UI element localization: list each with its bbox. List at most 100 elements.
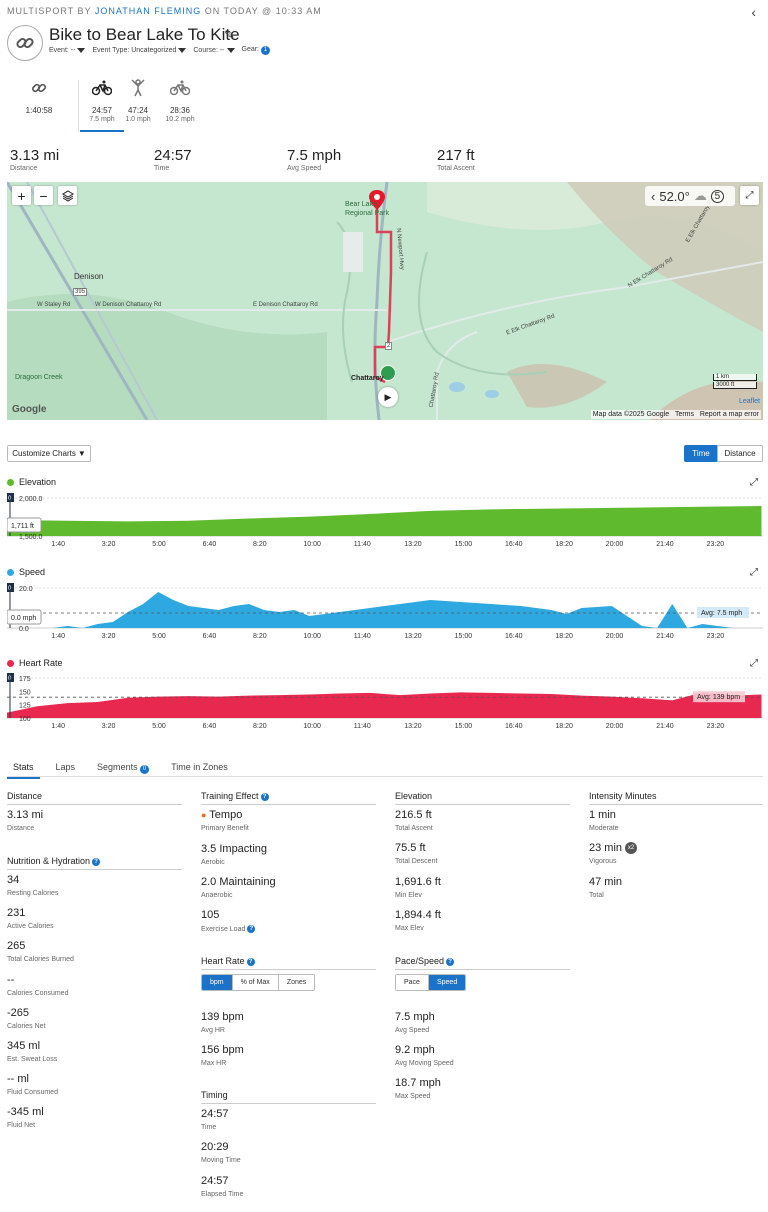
stat-label: Avg Speed	[395, 1027, 430, 1034]
leg-bike-1[interactable]: 24:57 7.5 mph	[80, 78, 124, 132]
leg-other[interactable]: 47:24 1.0 mph	[116, 78, 160, 132]
hr-bpm-button[interactable]: bpm	[202, 975, 233, 990]
info-icon[interactable]: ?	[246, 957, 255, 966]
leg-speed: 10.2 mph	[165, 116, 195, 123]
stat-value: 156 bpm	[201, 1044, 244, 1056]
zoom-out-button[interactable]: −	[34, 186, 53, 205]
start-marker-icon[interactable]	[380, 365, 396, 381]
x-tick-label: 5:00	[152, 541, 166, 548]
expand-hr-icon[interactable]: ⤢	[750, 658, 758, 669]
leg-speed: 1.0 mph	[125, 116, 151, 123]
x-tick-label: 18:20	[555, 633, 573, 640]
event-dropdown[interactable]: Event: --	[49, 47, 86, 54]
x-tick-label: 10:00	[303, 633, 321, 640]
stat-value: 47 min	[589, 876, 623, 888]
toggle-time-button[interactable]: Time	[684, 445, 718, 462]
series-area	[7, 692, 762, 718]
expand-speed-icon[interactable]: ⤢	[750, 567, 758, 578]
map-label-park: Bear Lake Regional Park	[345, 201, 389, 217]
stat-value: 3.13 mi	[7, 809, 44, 821]
heart-rate-chart[interactable]: Avg: 139 bpm 175 150 125 100 1:40 3:20 5:00 6:40…	[7, 672, 763, 730]
leaflet-link[interactable]: Leaflet	[738, 398, 760, 405]
caret-down-icon	[226, 47, 235, 53]
info-icon[interactable]: ?	[92, 857, 101, 866]
info-icon[interactable]: ?	[247, 925, 256, 933]
tabs-divider	[7, 776, 763, 777]
x-tick-label: 10:00	[303, 723, 321, 730]
wind-icon: 5	[710, 189, 724, 203]
x-tick-label: 21:40	[656, 633, 674, 640]
route-line	[373, 204, 393, 384]
stats-tabs: Stats Laps Segments 0 Time in Zones	[7, 760, 234, 779]
stat-label: Time	[201, 1124, 217, 1131]
weather-widget[interactable]: ‹ 52.0° ☁ 5	[645, 186, 735, 206]
tab-segments[interactable]: Segments 0	[91, 760, 155, 779]
speed-button[interactable]: Speed	[428, 975, 466, 990]
collapse-chevron-icon[interactable]: ‹	[751, 4, 756, 20]
stat-label: Total Ascent	[395, 825, 433, 832]
activity-title[interactable]: Bike to Bear Lake To Kite	[49, 25, 240, 44]
leg-multisport[interactable]: 1:40:58	[17, 78, 61, 132]
summary-time-value: 24:57	[154, 147, 192, 164]
stat-value: -- ml	[7, 1073, 29, 1085]
stat-value: 1 min	[589, 809, 616, 821]
y-tick-label: 125	[19, 703, 31, 710]
map-pin-icon[interactable]	[369, 190, 385, 210]
avg-label-bg	[697, 607, 749, 618]
stat-label: Est. Sweat Loss	[7, 1056, 58, 1063]
stat-label: Avg HR	[201, 1027, 225, 1034]
speed-chart[interactable]: Avg: 7.5 mph 20.0 0.0 1:40 3:20 5:00 6:40 8:20 1…	[7, 582, 763, 640]
x-tick-label: 6:40	[203, 723, 217, 730]
hr-percent-max-button[interactable]: % of Max	[232, 975, 279, 990]
tooltip-text: 1,711 ft	[11, 523, 34, 530]
stat-value: 231	[7, 907, 26, 919]
tab-stats[interactable]: Stats	[7, 760, 40, 779]
map-label-hwy2: 2	[385, 342, 393, 350]
pace-button[interactable]: Pace	[396, 975, 429, 990]
x-tick-label: 20:00	[606, 723, 624, 730]
map-label-staley: W Staley Rd	[37, 302, 71, 308]
customize-charts-button[interactable]: Customize Charts ▼	[7, 445, 91, 462]
y-tick-label: 150	[19, 689, 31, 696]
stat-value: 75.5 ft	[395, 842, 426, 854]
author-link[interactable]: JONATHAN FLEMING	[94, 6, 202, 16]
stat-value: 7.5 mph	[395, 1011, 435, 1023]
legs-divider	[78, 80, 79, 132]
zoom-in-button[interactable]: +	[12, 186, 31, 205]
fullscreen-icon[interactable]: ⤢	[740, 186, 759, 205]
scale-km: 1 km	[713, 374, 757, 381]
gear-count-badge: 1	[261, 46, 271, 55]
map-scale: 1 km 3000 ft	[713, 374, 757, 390]
google-logo: Google	[12, 404, 47, 415]
hr-unit-toggle: bpm % of Max Zones	[201, 974, 316, 991]
play-replay-icon[interactable]: ▶	[378, 387, 398, 407]
activity-byline: MULTISPORT BY JONATHAN FLEMING ON TODAY …	[7, 6, 322, 16]
report-error-link[interactable]: Report a map error	[699, 411, 759, 418]
intensity-minutes-heading: Intensity Minutes	[589, 791, 763, 805]
map-attribution: Map data ©2025 Google Terms Report a map…	[590, 410, 761, 419]
event-type-dropdown[interactable]: Event Type: Uncategorized	[92, 47, 187, 54]
layers-icon[interactable]	[58, 186, 77, 205]
hr-zones-button[interactable]: Zones	[278, 975, 315, 990]
course-dropdown[interactable]: Course: --	[193, 47, 235, 54]
tab-laps[interactable]: Laps	[55, 762, 76, 772]
expand-elevation-icon[interactable]: ⤢	[750, 477, 758, 488]
route-map[interactable]: ▶ Denison W Staley Rd W Denison Chattaro…	[7, 182, 763, 420]
leg-bike-2[interactable]: 28:36 10.2 mph	[158, 78, 202, 132]
gear-selector[interactable]: Gear: 1	[242, 46, 271, 55]
x-tick-label: 11:40	[354, 633, 371, 640]
info-icon[interactable]: ?	[446, 957, 455, 966]
stat-label: Total Descent	[395, 858, 438, 865]
stat-value: 20:29	[201, 1141, 229, 1153]
weather-back-icon[interactable]: ‹	[651, 188, 656, 204]
elevation-chart[interactable]: 2,000.0 1,500.0 1:40 3:20 5:00 6:40 8:20 10:00 1…	[7, 492, 763, 548]
edit-pencil-icon[interactable]: ✎	[224, 27, 235, 42]
tab-time-in-zones[interactable]: Time in Zones	[171, 762, 228, 772]
avg-label: Avg: 139 bpm	[697, 694, 740, 701]
toggle-distance-button[interactable]: Distance	[717, 445, 763, 462]
x-tick-label: 16:40	[505, 723, 523, 730]
avg-label-group: Avg: 7.5 mph	[697, 607, 749, 618]
avg-label: Avg: 7.5 mph	[701, 610, 742, 617]
terms-link[interactable]: Terms	[674, 411, 695, 418]
info-icon[interactable]: ?	[260, 792, 269, 801]
